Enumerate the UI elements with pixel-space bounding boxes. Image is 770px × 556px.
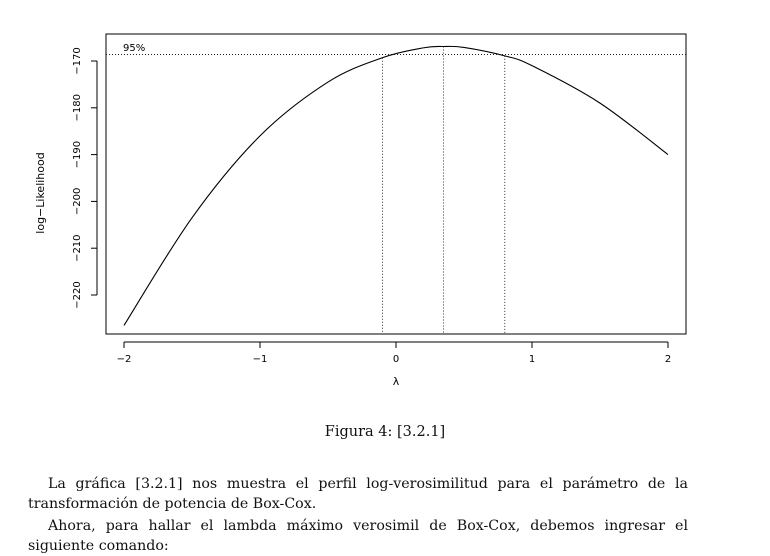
y-tick-label: −200: [72, 188, 83, 215]
y-axis-label: log−Likelihood: [34, 152, 47, 233]
x-axis-label: λ: [393, 375, 400, 388]
loglik-curve: [123, 45, 669, 326]
x-tick-label: 0: [393, 354, 399, 365]
x-axis: −2 −1 0 1 2: [117, 341, 671, 365]
paragraph-2: Ahora, para hallar el lambda máximo vero…: [28, 518, 688, 554]
y-tick-label: −210: [72, 234, 83, 261]
y-tick-label: −170: [72, 47, 83, 74]
figure-caption: Figura 4: [3.2.1]: [324, 424, 446, 440]
y-tick-label: −190: [72, 141, 83, 168]
ci-label: 95%: [123, 43, 145, 54]
x-tick-label: 1: [529, 354, 535, 365]
x-tick-label: 2: [665, 354, 671, 365]
y-tick-label: −180: [72, 94, 83, 121]
confidence-lines: [106, 46, 686, 334]
plot-frame: [105, 33, 687, 335]
paragraph-1: La gráfica [3.2.1] nos muestra el perfil…: [28, 476, 688, 512]
loglik-chart: −2 −1 0 1 2 −170 −180 −190 −200 −210 −220 95% λ l…: [34, 33, 687, 388]
x-tick-label: −1: [253, 354, 268, 365]
boxcox-figure: −2 −1 0 1 2 −170 −180 −190 −200 −210 −220 95% λ l…: [34, 33, 687, 388]
x-tick-label: −2: [117, 354, 132, 365]
y-axis: −170 −180 −190 −200 −210 −220: [72, 47, 98, 309]
y-tick-label: −220: [72, 281, 83, 308]
